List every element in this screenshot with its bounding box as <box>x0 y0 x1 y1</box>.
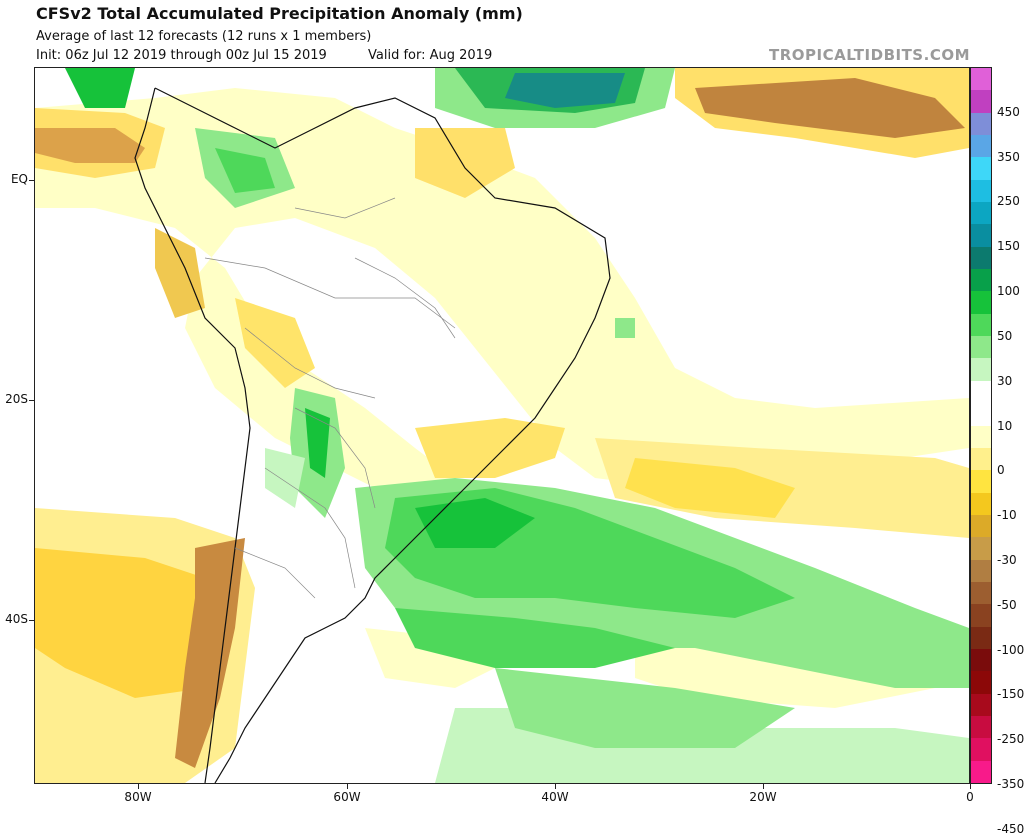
lat-tick <box>29 400 34 401</box>
colorbar-swatch <box>971 202 991 225</box>
colorbar-label: -10 <box>997 508 1017 523</box>
colorbar-swatch <box>971 403 991 426</box>
colorbar-label: 30 <box>997 373 1013 388</box>
colorbar-swatch <box>971 559 991 582</box>
colorbar-swatch <box>971 626 991 649</box>
colorbar-swatch <box>971 224 991 247</box>
lat-tick <box>29 620 34 621</box>
colorbar-swatch <box>971 581 991 605</box>
colorbar-swatch <box>971 648 991 672</box>
colorbar-swatch <box>971 246 991 270</box>
colorbar-swatch <box>971 179 991 203</box>
colorbar-swatch <box>971 269 991 292</box>
colorbar-label: 100 <box>997 284 1020 299</box>
map-canvas <box>35 68 969 783</box>
lat-tick <box>29 180 34 181</box>
lat-label-20s: 20S <box>5 392 28 406</box>
precip-anomaly-map <box>34 67 970 784</box>
colorbar-swatch <box>971 425 991 448</box>
colorbar-swatch <box>971 135 991 158</box>
colorbar-swatch <box>971 112 991 136</box>
colorbar-label: 10 <box>997 418 1013 433</box>
colorbar-swatch <box>971 738 991 761</box>
lon-label-60w: 60W <box>333 790 361 804</box>
colorbar-swatch <box>971 671 991 694</box>
colorbar-swatch <box>971 492 991 515</box>
colorbar-swatch <box>971 358 991 381</box>
colorbar-label: -30 <box>997 552 1017 567</box>
colorbar-swatch <box>971 715 991 739</box>
colorbar-swatch <box>971 90 991 113</box>
colorbar-swatch <box>971 68 991 91</box>
colorbar-swatch <box>971 537 991 560</box>
lon-tick <box>138 784 139 789</box>
colorbar-label: -150 <box>997 687 1024 702</box>
colorbar-swatch <box>971 291 991 314</box>
colorbar-swatch <box>971 604 991 627</box>
colorbar-label: -100 <box>997 642 1024 657</box>
colorbar-swatch <box>971 380 991 404</box>
valid-time: Valid for: Aug 2019 <box>368 48 493 63</box>
dry-anomaly-regions <box>35 68 969 783</box>
lon-tick <box>763 784 764 789</box>
map-subtitle: Average of last 12 forecasts (12 runs x … <box>36 29 372 44</box>
colorbar-label: 150 <box>997 239 1020 254</box>
colorbar-swatch <box>971 336 991 359</box>
lat-label-40s: 40S <box>5 612 28 626</box>
wet-anomaly-regions <box>65 68 969 783</box>
colorbar-label: -450 <box>997 821 1024 836</box>
colorbar-label: 450 <box>997 104 1020 119</box>
colorbar-label: 50 <box>997 328 1013 343</box>
brand-watermark: TROPICALTIDBITS.COM <box>769 46 970 64</box>
init-time: Init: 06z Jul 12 2019 through 00z Jul 15… <box>36 48 327 63</box>
colorbar-swatch <box>971 760 991 783</box>
colorbar-label: -250 <box>997 732 1024 747</box>
colorbar-label: -50 <box>997 597 1017 612</box>
country-borders <box>204 197 456 599</box>
lat-label-eq: EQ <box>10 172 28 186</box>
colorbar-swatch <box>971 157 991 180</box>
colorbar-swatch <box>971 514 991 538</box>
map-title: CFSv2 Total Accumulated Precipitation An… <box>36 4 523 23</box>
colorbar-swatch <box>971 313 991 337</box>
lon-tick <box>555 784 556 789</box>
lon-label-0: 0 <box>966 790 974 804</box>
colorbar-swatch <box>971 447 991 471</box>
colorbar-label: -350 <box>997 777 1024 791</box>
lon-tick <box>970 784 971 789</box>
lon-label-20w: 20W <box>749 790 777 804</box>
colorbar-swatch <box>971 693 991 716</box>
colorbar-label: 0 <box>997 463 1005 478</box>
lon-tick <box>347 784 348 789</box>
lon-label-80w: 80W <box>124 790 152 804</box>
colorbar-swatch <box>971 470 991 493</box>
lon-label-40w: 40W <box>541 790 569 804</box>
colorbar-label: 350 <box>997 149 1020 164</box>
coastlines <box>134 87 611 783</box>
colorbar-label: 250 <box>997 194 1020 209</box>
colorbar <box>970 67 992 784</box>
